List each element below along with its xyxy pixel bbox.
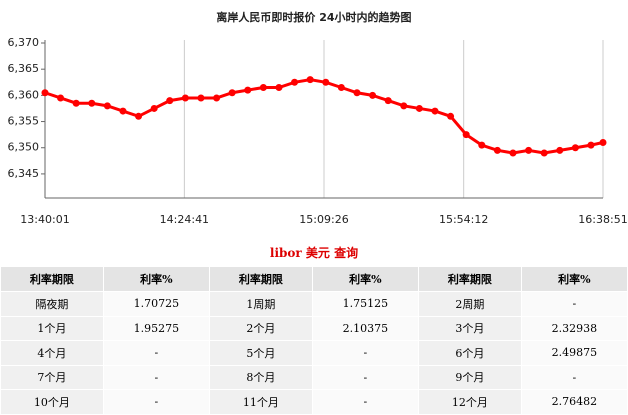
table-cell: 12个月 (417, 389, 522, 415)
table-title: libor 美元 查询 (269, 246, 359, 260)
table-cell: 7个月 (0, 364, 104, 390)
table-cell: 隔夜期 (0, 291, 104, 317)
data-point (384, 97, 392, 105)
table-row: 隔夜期 1.70725 1周期 1.75125 2周期 - (0, 291, 628, 317)
table-cell: - (311, 364, 419, 390)
data-point (525, 146, 533, 154)
data-point (57, 94, 65, 102)
table-cell: 10个月 (0, 389, 104, 415)
table-cell: 3个月 (417, 315, 522, 341)
data-point (244, 86, 252, 94)
x-tick-label: 14:24:41 (160, 213, 209, 226)
data-point (135, 112, 143, 120)
y-tick-label: 6,355 (8, 115, 40, 128)
table-cell: - (520, 364, 628, 390)
data-point (337, 84, 345, 92)
table-cell: 2.32938 (520, 315, 628, 341)
data-point (431, 107, 439, 115)
table-cell: 1周期 (208, 291, 313, 317)
chart-title: 离岸人民币即时报价 24小时内的趋势图 (216, 10, 411, 24)
table-cell: - (102, 389, 210, 415)
table-cell: 11个月 (208, 389, 313, 415)
y-tick-label: 6,370 (8, 36, 40, 49)
table-cell: 1个月 (0, 315, 104, 341)
data-point (181, 94, 189, 102)
data-point (447, 112, 455, 120)
data-point (228, 89, 236, 97)
table-row: 4个月 -5个月 -6个月 2.49875 (0, 340, 628, 366)
header-cell: 利率% (520, 266, 628, 292)
data-point (571, 144, 579, 152)
data-point (150, 104, 158, 112)
data-point (259, 84, 267, 92)
data-point (275, 84, 283, 92)
data-point (197, 94, 205, 102)
data-point (306, 76, 314, 84)
header-cell: 利率期限 (0, 266, 104, 292)
data-point (103, 102, 111, 110)
header-cell: 利率期限 (417, 266, 522, 292)
table-cell: - (311, 340, 419, 366)
table-cell: 1.95275 (102, 315, 210, 341)
table-cell: 6个月 (417, 340, 522, 366)
x-tick-label: 13:40:01 (20, 213, 69, 226)
data-point (509, 149, 517, 157)
data-point (462, 131, 470, 139)
table-cell: - (520, 291, 628, 317)
data-point (353, 89, 361, 97)
data-point (493, 146, 501, 154)
data-point (72, 99, 80, 107)
y-tick-label: 6,365 (8, 62, 40, 75)
x-tick-label: 15:54:12 (439, 213, 488, 226)
data-point (322, 78, 330, 86)
header-cell: 利率期限 (208, 266, 313, 292)
table-cell: - (102, 340, 210, 366)
table-cell: - (311, 389, 419, 415)
data-point (540, 149, 548, 157)
table-cell: 2周期 (417, 291, 522, 317)
x-tick-label: 15:09:26 (299, 213, 348, 226)
data-point (291, 78, 299, 86)
table-cell: 1.70725 (102, 291, 210, 317)
table-cell: - (102, 364, 210, 390)
table-cell: 1.75125 (311, 291, 419, 317)
data-point (587, 141, 595, 149)
x-tick-label: 16:38:51 (578, 213, 627, 226)
table-cell: 5个月 (208, 340, 313, 366)
data-point (556, 146, 564, 154)
chart: 离岸人民币即时报价 24小时内的趋势图 13:40:01 14:24:41 15:0… (8, 10, 628, 226)
data-point (213, 94, 221, 102)
data-point (88, 99, 96, 107)
data-point (599, 138, 607, 146)
header-cell: 利率% (102, 266, 210, 292)
header-cell: 利率% (311, 266, 419, 292)
table-cell: 2.49875 (520, 340, 628, 366)
y-tick-label: 6,345 (8, 167, 40, 180)
data-point (478, 141, 486, 149)
data-point (415, 104, 423, 112)
data-point (166, 97, 174, 105)
table-cell: 2个月 (208, 315, 313, 341)
table-cell: 2.10375 (311, 315, 419, 341)
y-tick-label: 6,350 (8, 141, 40, 154)
header-row: 利率期限 利率% 利率期限 利率% 利率期限 利率% (0, 266, 628, 292)
table-row: 10个月 -11个月 -12个月 2.76482 (0, 389, 628, 415)
data-point (369, 91, 377, 99)
data-point (119, 107, 127, 115)
table-cell: 4个月 (0, 340, 104, 366)
data-point (400, 102, 408, 110)
libor-table: 利率期限 利率% 利率期限 利率% 利率期限 利率% 隔夜期 1.70725 1周期 1.7512… (0, 266, 628, 415)
data-point (41, 89, 49, 97)
table-row: 1个月 1.95275 2个月 2.10375 3个月 2.32938 (0, 315, 628, 341)
table-cell: 2.76482 (520, 389, 628, 415)
table-cell: 9个月 (417, 364, 522, 390)
y-tick-label: 6,360 (8, 88, 40, 101)
table-row: 7个月 -8个月 -9个月 - (0, 364, 628, 390)
table-cell: 8个月 (208, 364, 313, 390)
